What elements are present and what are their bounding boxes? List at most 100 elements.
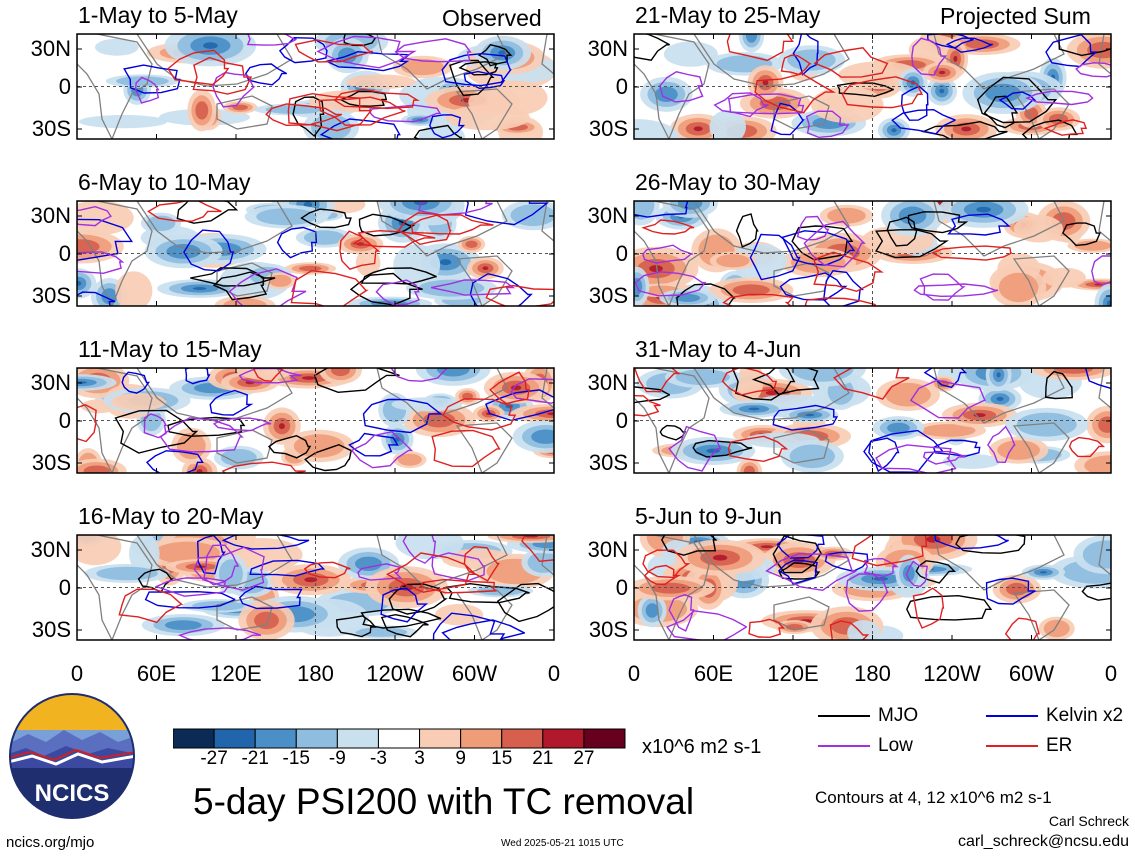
colorbar-swatch <box>172 728 215 749</box>
contour-line <box>634 394 661 417</box>
latitude-label: 30N <box>30 203 71 228</box>
contour-line <box>1044 370 1073 400</box>
colorbar-swatch <box>501 728 544 749</box>
anomaly-shade <box>482 266 489 270</box>
anomaly-shade <box>789 444 835 469</box>
contour-line <box>489 371 530 405</box>
contour-line <box>1043 119 1088 136</box>
contour-line <box>77 218 134 261</box>
contour-line <box>947 213 1011 236</box>
colorbar-swatch <box>460 728 503 749</box>
contour-line <box>643 564 682 586</box>
coastline <box>634 368 710 473</box>
latitude-label: 30S <box>588 450 628 475</box>
anomaly-shade <box>302 376 316 380</box>
coastline <box>1012 422 1070 473</box>
longitude-label: 120E <box>210 661 262 686</box>
anomaly-shade <box>760 545 774 549</box>
contour-line <box>1058 34 1111 57</box>
contour-line <box>748 618 786 639</box>
panel-title: 21-May to 25-May <box>635 2 821 28</box>
contour-line <box>193 546 265 591</box>
contour-line <box>1068 436 1106 458</box>
anomaly-shade <box>223 298 267 306</box>
ncics-logo: NCICS <box>8 692 136 820</box>
contour-line <box>238 585 303 610</box>
anomaly-shade <box>192 287 207 290</box>
contour-line <box>388 583 448 615</box>
contour-line <box>987 425 1016 464</box>
coastline <box>541 201 554 242</box>
contour-line <box>665 610 748 640</box>
colorbar-label: -3 <box>370 748 387 769</box>
longitude-label: 120E <box>767 661 819 686</box>
contour-line <box>955 535 1026 554</box>
contour-line <box>265 103 343 127</box>
contour-line <box>196 535 226 575</box>
panel-title: 6-May to 10-May <box>78 169 251 195</box>
coastline <box>376 201 508 257</box>
coastline <box>216 95 273 130</box>
contour-line <box>727 435 789 463</box>
contour-line <box>833 368 910 400</box>
contour-line <box>445 582 530 604</box>
anomaly-shade <box>712 554 728 561</box>
map-panel <box>633 200 1112 307</box>
latitude-label: 0 <box>615 241 628 266</box>
coastline <box>693 535 850 588</box>
coastline <box>933 535 1065 591</box>
contour-line <box>851 535 928 567</box>
anomaly-shade <box>531 429 554 444</box>
anomaly-shade <box>887 422 910 434</box>
longitude-label: 60E <box>136 661 177 686</box>
contour-line <box>727 93 805 115</box>
coastline <box>1012 589 1070 640</box>
contour-line <box>77 404 97 443</box>
contour-line <box>77 291 116 306</box>
contour-line <box>441 619 526 640</box>
contour-line <box>419 578 498 594</box>
anomaly-shade <box>355 627 408 637</box>
anomaly-shade <box>77 281 82 286</box>
contour-line <box>805 110 850 139</box>
colorbar-label: 3 <box>414 748 425 769</box>
coastline <box>1098 535 1111 576</box>
coastline <box>77 201 153 306</box>
contour-line <box>919 273 966 301</box>
contour-line <box>668 425 722 472</box>
anomaly-shade <box>827 207 866 224</box>
latitude-label: 30N <box>587 36 628 61</box>
anomaly-shade <box>254 611 279 630</box>
contour-line <box>875 444 957 473</box>
contour-line <box>812 251 884 293</box>
contour-line <box>209 389 254 416</box>
contour-line <box>721 368 778 396</box>
legend-label-mjo: MJO <box>878 705 919 726</box>
footer-site[interactable]: ncics.org/mjo <box>6 834 95 851</box>
footer-author: Carl Schreck <box>1048 813 1129 829</box>
projected-label: Projected Sum <box>940 3 1091 29</box>
contour-line <box>765 553 857 592</box>
contour-line <box>1025 90 1094 106</box>
anomaly-shade <box>709 109 746 139</box>
contour-line <box>358 213 416 237</box>
anomaly-shade <box>465 240 478 248</box>
anomaly-shade <box>524 535 538 538</box>
colorbar-label: 15 <box>491 748 513 769</box>
footer-email[interactable]: carl_schreck@ncsu.edu <box>958 833 1129 850</box>
anomaly-shade <box>268 274 292 287</box>
panel-title: 1-May to 5-May <box>78 2 238 28</box>
contour-line <box>634 368 681 393</box>
anomaly-shade <box>498 50 508 56</box>
colorbar-label: -15 <box>282 748 310 769</box>
contour-line <box>463 545 500 582</box>
contour-line <box>154 577 230 597</box>
anomaly-shade <box>743 465 755 473</box>
anomaly-shade <box>391 397 463 412</box>
map-panel <box>76 534 555 641</box>
contour-line <box>114 409 199 454</box>
contour-line <box>915 560 957 584</box>
latitude-label: 30N <box>587 370 628 395</box>
contour-line <box>934 535 1009 550</box>
map-panel <box>633 33 1112 140</box>
